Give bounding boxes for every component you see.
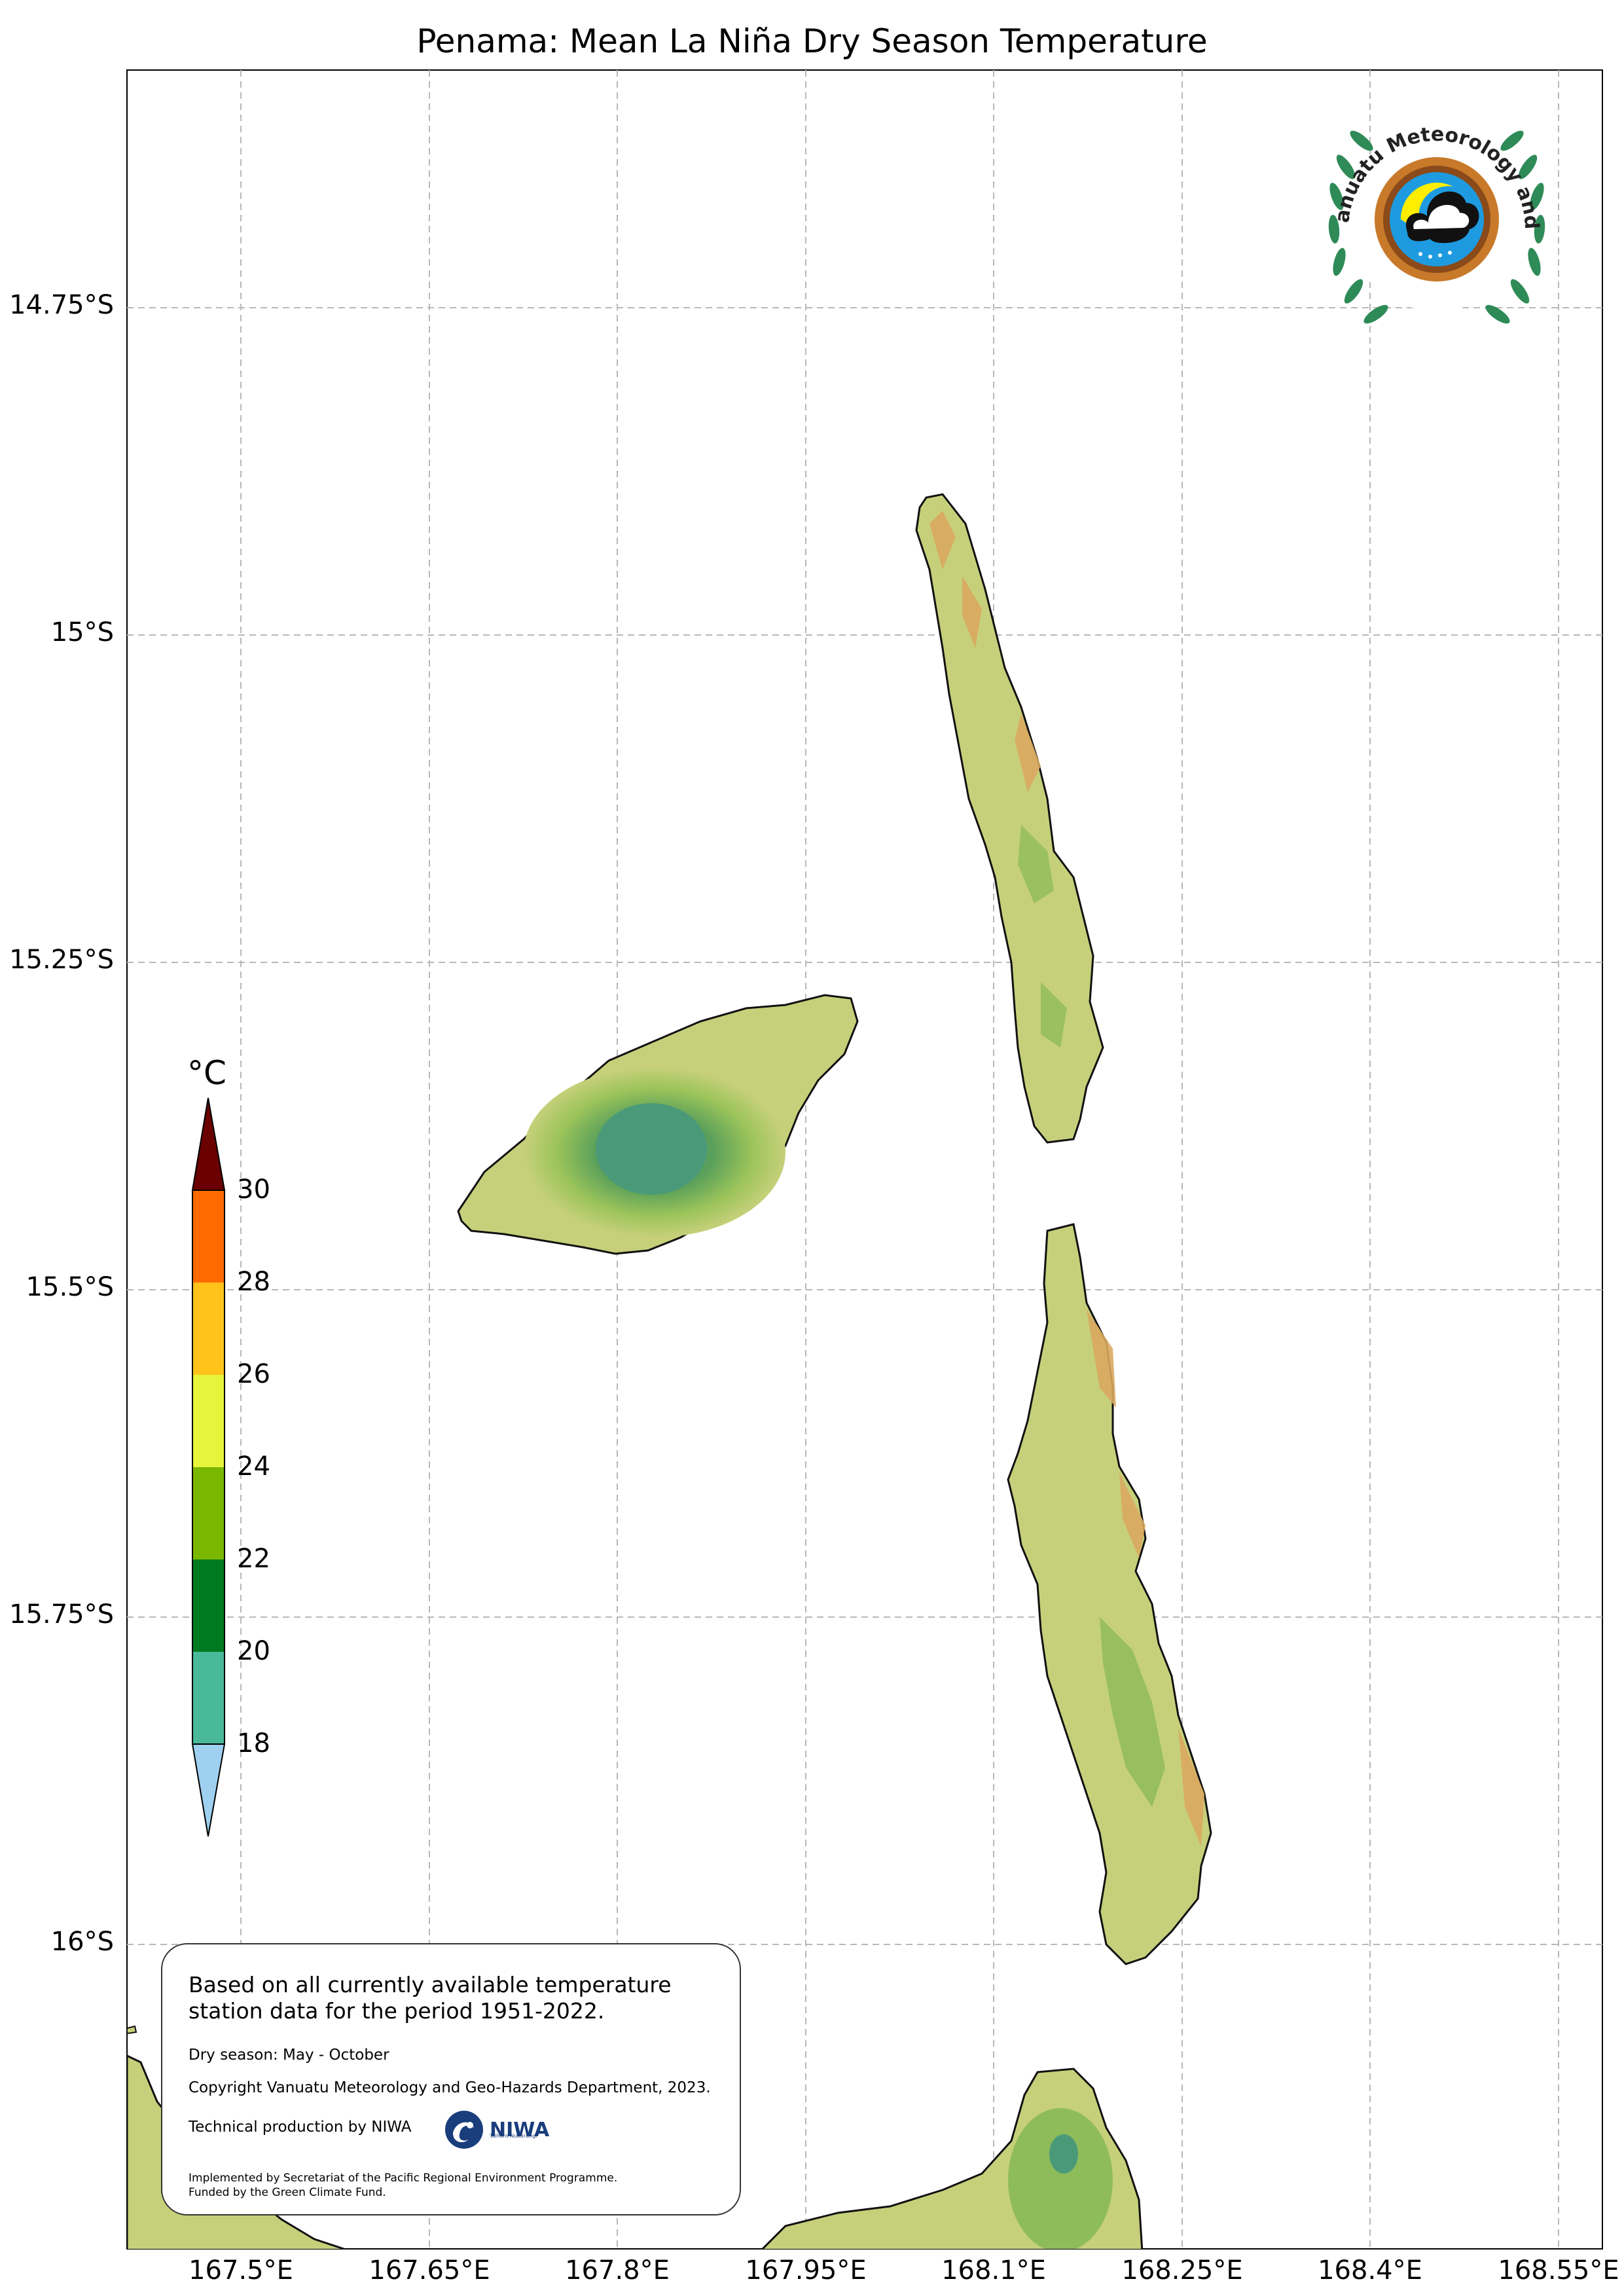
colorbar-label: 18 bbox=[237, 1728, 270, 1758]
south-right-highland bbox=[1008, 2108, 1113, 2249]
info-main-text: Based on all currently available tempera… bbox=[189, 1972, 672, 2024]
info-funding-1: Implemented by Secretariat of the Pacifi… bbox=[189, 2172, 618, 2185]
y-tick-label: 15.5°S bbox=[26, 1272, 114, 1302]
x-tick-label: 167.5°E bbox=[189, 2255, 293, 2286]
colorbar-bin-26-28 bbox=[192, 1283, 225, 1375]
x-tick-label: 167.95°E bbox=[745, 2255, 867, 2286]
colorbar-unit: °C bbox=[187, 1054, 226, 1092]
colorbar-label: 20 bbox=[237, 1636, 270, 1666]
colorbar-label: 28 bbox=[237, 1267, 270, 1297]
info-funding-2: Funded by the Green Climate Fund. bbox=[189, 2186, 386, 2199]
colorbar-bin-18-20 bbox=[192, 1652, 225, 1744]
pentecost-coast bbox=[1087, 1309, 1204, 1846]
x-tick-label: 168.1°E bbox=[941, 2255, 1046, 2286]
colorbar-label: 30 bbox=[237, 1175, 270, 1205]
colorbar-label: 22 bbox=[237, 1544, 270, 1574]
colorbar-bin-22-24 bbox=[192, 1467, 225, 1559]
plot-frame bbox=[126, 69, 1603, 2250]
y-tick-label: 16°S bbox=[50, 1927, 114, 1957]
laurel-wreath-icon bbox=[1328, 130, 1545, 324]
colorbar-label: 24 bbox=[237, 1451, 270, 1482]
south-right-summit bbox=[1049, 2134, 1078, 2174]
colorbar-bin-20-22 bbox=[192, 1559, 225, 1652]
x-tick-label: 167.65°E bbox=[369, 2255, 490, 2286]
niwa-wordmark: NIWA bbox=[490, 2118, 550, 2141]
island-maewo bbox=[915, 493, 1104, 1144]
niwa-subtitle: Taihoro Nukurangi bbox=[490, 2133, 537, 2139]
x-tick-label: 168.55°E bbox=[1498, 2255, 1619, 2286]
colorbar-label: 26 bbox=[237, 1359, 270, 1389]
info-production: Technical production by NIWA bbox=[189, 2119, 412, 2136]
info-copyright: Copyright Vanuatu Meteorology and Geo-Ha… bbox=[189, 2079, 711, 2096]
x-tick-label: 167.8°E bbox=[565, 2255, 670, 2286]
pentecost-highland bbox=[1100, 1617, 1165, 1807]
x-tick-label: 168.25°E bbox=[1121, 2255, 1243, 2286]
island-maewo-highland bbox=[1018, 825, 1067, 1048]
island-maewo-coast bbox=[929, 511, 1041, 792]
vmgd-logo: Department Vanuatu Meteorology and Geo-H… bbox=[1303, 98, 1545, 324]
colorbar bbox=[191, 1097, 226, 1837]
info-season: Dry season: May - October bbox=[189, 2047, 389, 2064]
colorbar-bin-28-30 bbox=[192, 1190, 225, 1283]
x-tick-label: 168.4°E bbox=[1318, 2255, 1422, 2286]
ambae-summit bbox=[596, 1103, 707, 1195]
islet bbox=[127, 2025, 137, 2035]
niwa-swirl-icon bbox=[445, 2111, 483, 2149]
y-tick-label: 15.25°S bbox=[9, 945, 114, 975]
y-tick-label: 15°S bbox=[50, 617, 114, 647]
y-tick-label: 15.75°S bbox=[9, 1599, 114, 1630]
info-box: Based on all currently available tempera… bbox=[161, 1943, 741, 2215]
niwa-logo: NIWA Taihoro Nukurangi bbox=[444, 2109, 549, 2150]
map-title: Penama: Mean La Niña Dry Season Temperat… bbox=[416, 22, 1208, 60]
y-tick-label: 14.75°S bbox=[9, 290, 114, 320]
colorbar-bin-24-26 bbox=[192, 1375, 225, 1467]
